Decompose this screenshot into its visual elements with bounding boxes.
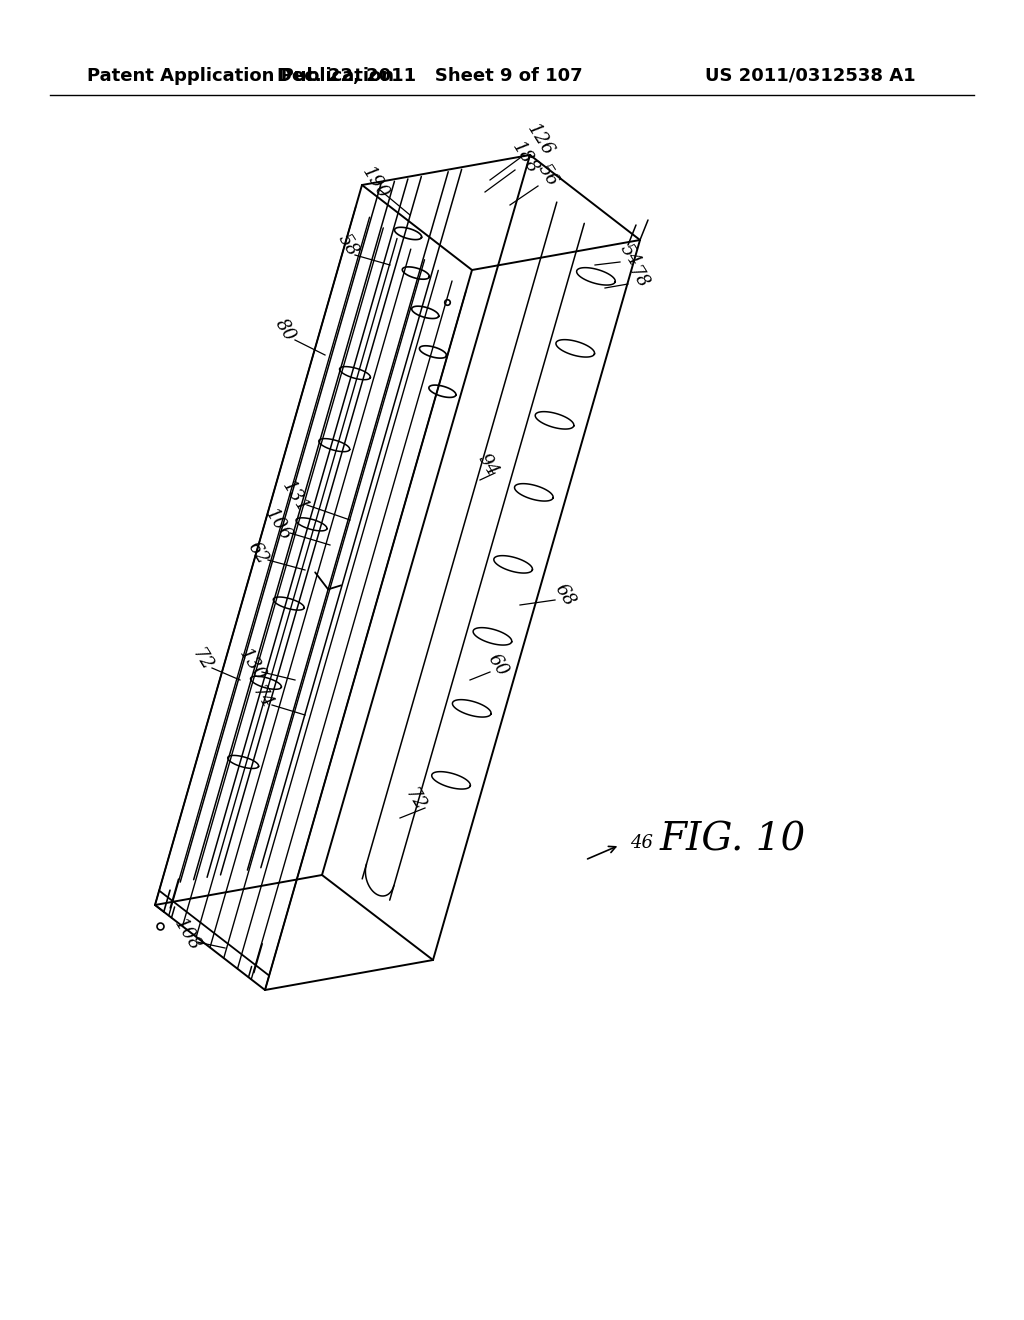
Text: 72: 72 — [188, 645, 216, 675]
Text: 58: 58 — [334, 231, 361, 260]
Text: 130: 130 — [236, 645, 268, 684]
Text: 108: 108 — [170, 916, 204, 954]
Text: 68: 68 — [551, 581, 579, 610]
Text: 190: 190 — [358, 164, 392, 202]
Text: Patent Application Publication: Patent Application Publication — [87, 67, 394, 84]
Text: 106: 106 — [261, 506, 295, 544]
Text: 80: 80 — [271, 315, 299, 345]
Text: 62: 62 — [245, 539, 271, 568]
Text: 46: 46 — [630, 834, 653, 851]
Text: 126: 126 — [523, 120, 557, 160]
Text: 94: 94 — [474, 450, 502, 479]
Text: US 2011/0312538 A1: US 2011/0312538 A1 — [705, 67, 915, 84]
Text: FIG. 10: FIG. 10 — [660, 821, 806, 858]
Text: Dec. 22, 2011   Sheet 9 of 107: Dec. 22, 2011 Sheet 9 of 107 — [278, 67, 583, 84]
Text: 78: 78 — [625, 264, 651, 293]
Text: 131: 131 — [279, 478, 311, 516]
Text: 56: 56 — [535, 161, 562, 190]
Text: 188: 188 — [508, 139, 542, 177]
Text: 60: 60 — [484, 651, 512, 680]
Text: 72: 72 — [401, 785, 429, 814]
Text: 74: 74 — [248, 684, 275, 713]
Text: 54: 54 — [616, 240, 644, 269]
